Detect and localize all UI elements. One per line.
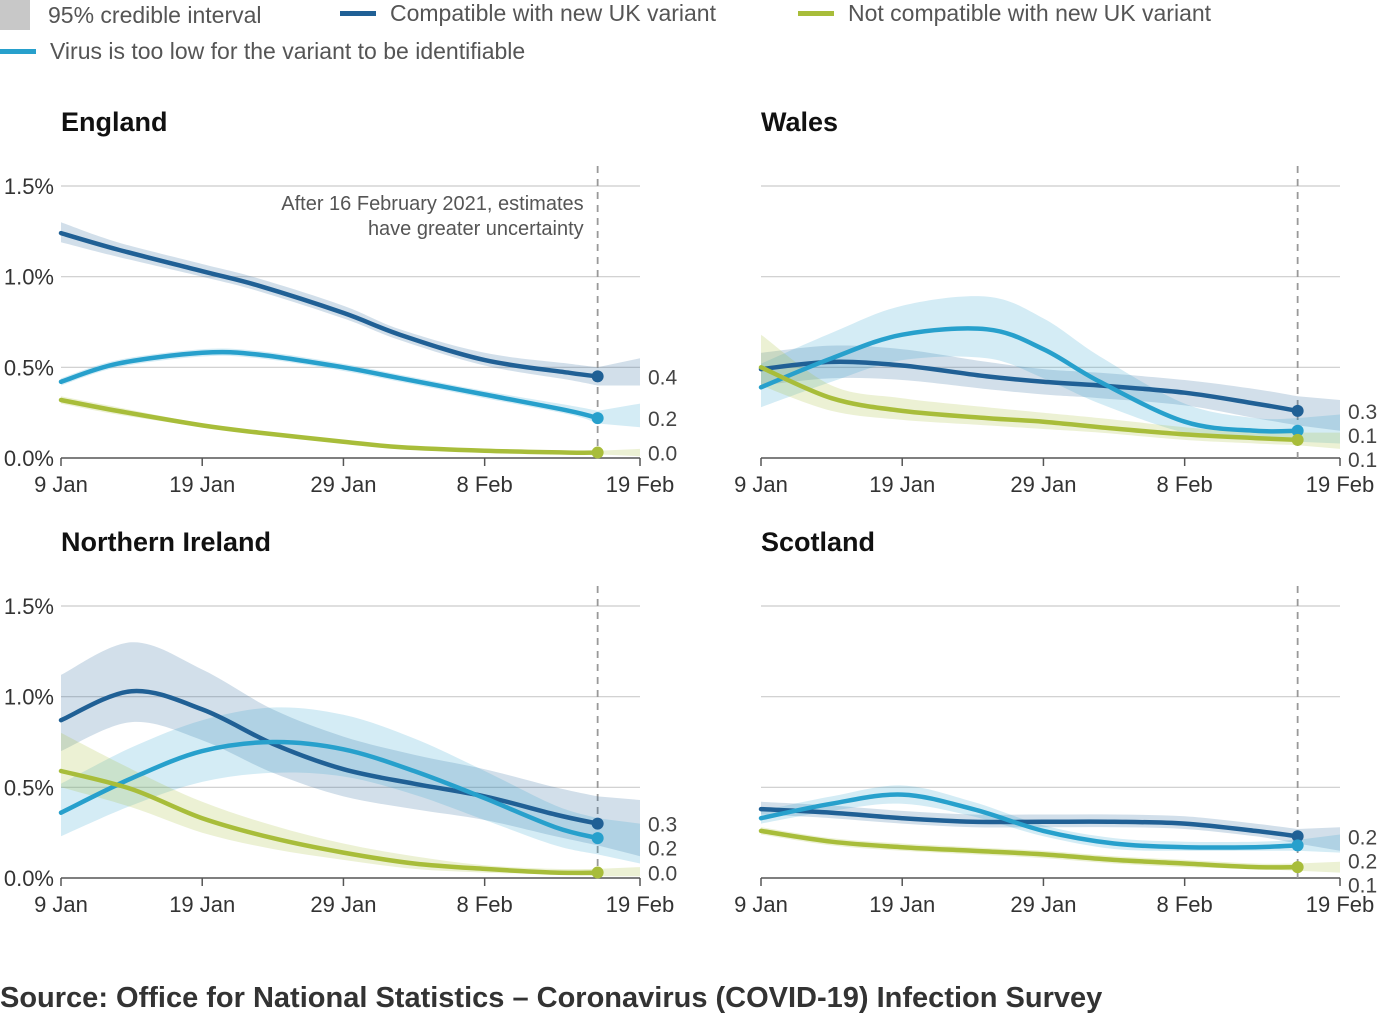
x-tick-label: 29 Jan (310, 472, 376, 497)
legend-label-interval: 95% credible interval (48, 1, 262, 28)
end-value-label: 0.4 (648, 366, 678, 389)
band-compatible (61, 222, 640, 386)
y-tick-label: 0.5% (4, 775, 54, 800)
end-value-label: 0.1 (1348, 874, 1377, 897)
source-note: Source: Office for National Statistics –… (0, 982, 1103, 1014)
x-tick-label: 9 Jan (734, 892, 788, 917)
x-tick-label: 19 Feb (606, 892, 675, 917)
charts-grid: England 0.0% 0.5% 1.0% 1.5% 9 Jan 19 Jan 29 Jan… (4, 107, 1377, 917)
x-tick-label: 8 Feb (457, 472, 513, 497)
x-tick-label: 19 Feb (1306, 892, 1375, 917)
end-point-not-compatible (591, 866, 604, 879)
line-not-compatible (58, 397, 600, 455)
chart-title: England (61, 107, 168, 137)
legend-label-compatible: Compatible with new UK variant (390, 0, 716, 26)
line-low-virus (758, 326, 1300, 434)
end-value-label: 0.3 (648, 814, 677, 837)
end-point-compatible (1291, 830, 1304, 843)
x-tick-label: 19 Jan (869, 892, 935, 917)
x-tick-label: 8 Feb (457, 892, 513, 917)
end-value-label: 0.1 (1348, 425, 1377, 448)
end-point-not-compatible (1291, 861, 1304, 874)
y-tick-label: 0.0% (4, 866, 54, 891)
uncertainty-annotation: After 16 February 2021, estimates (281, 193, 583, 215)
end-point-low-virus (1291, 839, 1304, 852)
end-point-compatible (591, 370, 604, 383)
end-value-label: 0.2 (1348, 850, 1377, 873)
legend-item-interval: 95% credible interval (0, 0, 262, 30)
band-compatible (761, 801, 1340, 851)
end-value-label: 0.2 (648, 838, 677, 861)
line-low-virus (58, 739, 600, 841)
legend-item-compatible: Compatible with new UK variant (340, 0, 716, 27)
chart-panel-0: England 0.0% 0.5% 1.0% 1.5% 9 Jan 19 Jan 29 Jan… (4, 107, 678, 497)
band-not-compatible (61, 732, 640, 877)
not-compatible-swatch (798, 11, 834, 16)
low-virus-swatch (0, 49, 36, 54)
x-tick-label: 19 Jan (869, 472, 935, 497)
x-tick-label: 19 Jan (169, 892, 235, 917)
x-tick-label: 9 Jan (34, 892, 88, 917)
end-point-low-virus (591, 412, 604, 425)
end-value-label: 0.3 (1348, 401, 1377, 424)
compatible-swatch (340, 11, 376, 16)
x-tick-label: 9 Jan (734, 472, 788, 497)
legend-label-low-virus: Virus is too low for the variant to be i… (50, 38, 526, 64)
y-tick-label: 1.5% (4, 174, 54, 199)
band-low-virus (761, 785, 1340, 853)
interval-swatch (0, 0, 30, 30)
legend-item-not-compatible: Not compatible with new UK variant (798, 0, 1211, 27)
uncertainty-annotation: have greater uncertainty (368, 218, 584, 240)
x-tick-label: 8 Feb (1157, 892, 1213, 917)
end-value-label: 0.2 (1348, 826, 1377, 849)
end-point-compatible (1291, 404, 1304, 417)
chart-title: Northern Ireland (61, 527, 271, 557)
x-tick-label: 8 Feb (1157, 472, 1213, 497)
line-compatible (758, 806, 1300, 839)
end-value-label: 0.0 (648, 863, 677, 886)
x-tick-label: 19 Feb (1306, 472, 1375, 497)
chart-title: Wales (761, 107, 838, 137)
end-value-label: 0.1 (1348, 449, 1377, 472)
end-point-low-virus (591, 832, 604, 845)
end-value-label: 0.2 (648, 408, 677, 431)
end-point-not-compatible (591, 446, 604, 459)
x-tick-label: 29 Jan (1010, 472, 1076, 497)
line-not-compatible (58, 768, 600, 876)
end-value-label: 0.0 (648, 443, 677, 466)
end-point-not-compatible (1291, 433, 1304, 446)
legend-label-not-compatible: Not compatible with new UK variant (848, 0, 1212, 26)
line-low-virus (58, 349, 600, 421)
x-tick-label: 29 Jan (1010, 892, 1076, 917)
y-tick-label: 0.5% (4, 355, 54, 380)
chart-panel-2: Northern Ireland 0.0% 0.5% 1.0% 1.5% 9 Jan 19 … (4, 527, 677, 917)
y-tick-label: 1.5% (4, 594, 54, 619)
legend: 95% credible interval Compatible with ne… (0, 0, 1378, 70)
chart-title: Scotland (761, 527, 875, 557)
line-compatible (58, 230, 600, 379)
legend-item-low-virus: Virus is too low for the variant to be i… (0, 38, 525, 65)
x-tick-label: 29 Jan (310, 892, 376, 917)
x-tick-label: 19 Jan (169, 472, 235, 497)
line-not-compatible (758, 365, 1300, 443)
end-point-compatible (591, 817, 604, 830)
end-point-low-virus (1291, 424, 1304, 437)
line-not-compatible (758, 828, 1300, 870)
y-tick-label: 0.0% (4, 446, 54, 471)
line-low-virus (758, 792, 1300, 850)
line-compatible (58, 688, 600, 826)
x-tick-label: 19 Feb (606, 472, 675, 497)
band-low-virus (61, 707, 640, 864)
x-tick-label: 9 Jan (34, 472, 88, 497)
line-compatible (758, 359, 1300, 414)
y-tick-label: 1.0% (4, 265, 54, 290)
y-tick-label: 1.0% (4, 685, 54, 710)
band-not-compatible (761, 827, 1340, 873)
